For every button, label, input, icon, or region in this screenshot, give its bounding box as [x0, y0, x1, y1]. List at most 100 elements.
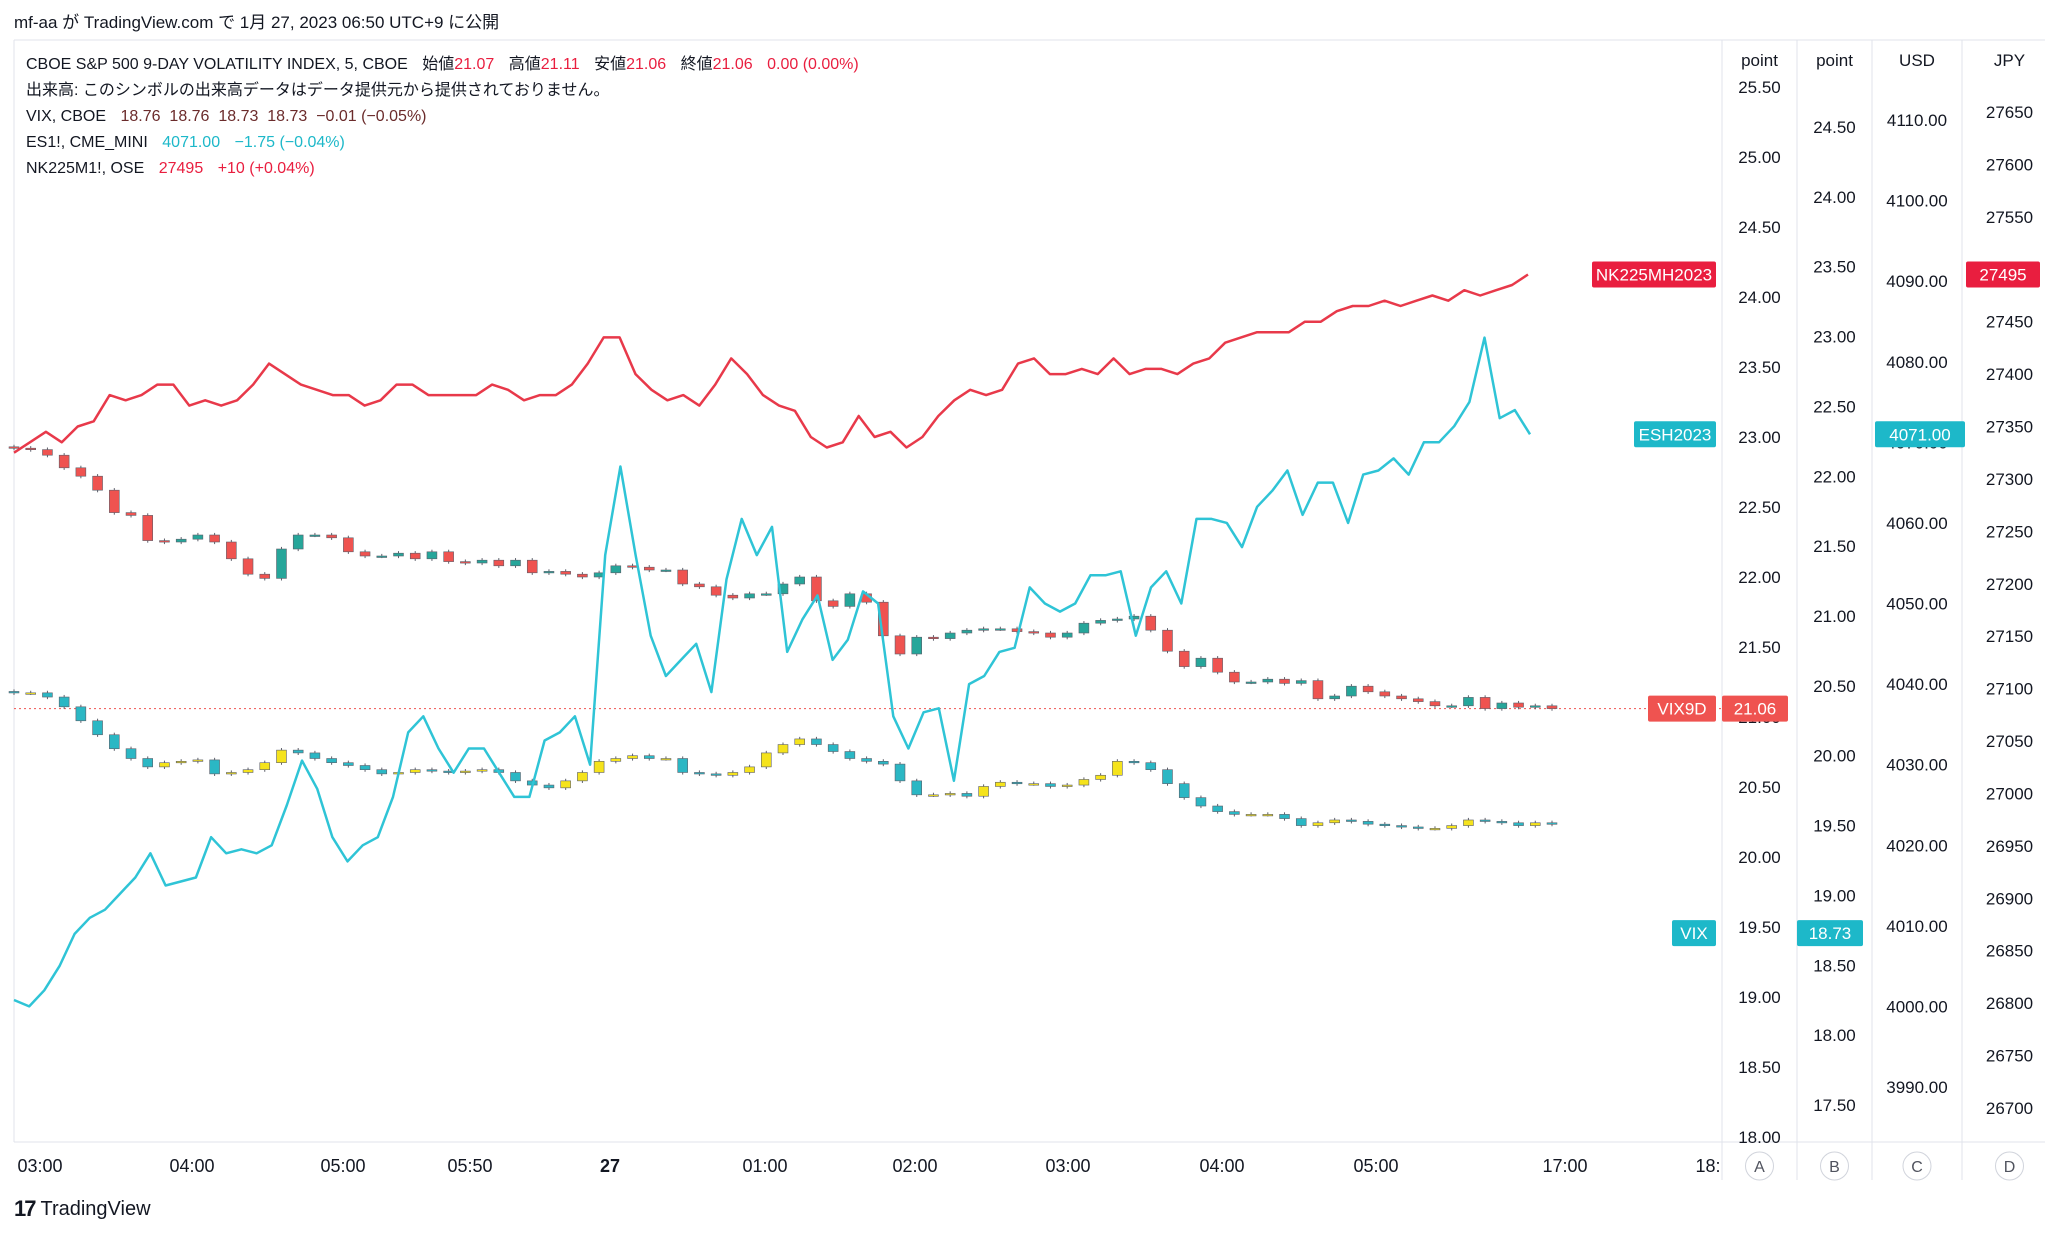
- legend-row-vix[interactable]: VIX, CBOE 18.76 18.76 18.73 18.73 −0.01 …: [26, 104, 859, 130]
- vix-price-tag: 18.73: [1809, 924, 1852, 943]
- legend-row-es[interactable]: ES1!, CME_MINI 4071.00 −1.75 (−0.04%): [26, 130, 859, 156]
- vix-candle: [309, 752, 321, 759]
- vix9d-candle: [1045, 632, 1056, 638]
- vix-candle: [777, 744, 789, 754]
- time-tick-label: 03:00: [1045, 1156, 1090, 1176]
- axis-tick-label: 18.50: [1813, 956, 1856, 975]
- vix9d-candle: [610, 565, 622, 574]
- tradingview-branding[interactable]: 17 TradingView: [14, 1196, 151, 1222]
- vix-candle: [1412, 826, 1424, 829]
- vix-candle: [1346, 819, 1357, 822]
- axis-tick-label: 26700: [1986, 1099, 2033, 1118]
- axis-tick-label: 18.00: [1738, 1128, 1781, 1147]
- axis-tick-label: 21.50: [1813, 537, 1856, 556]
- legend-close-label: 終値: [680, 56, 713, 73]
- axis-tick-label: 27650: [1986, 103, 2033, 122]
- vix9d-candle: [175, 538, 187, 543]
- vix-candle: [8, 691, 20, 694]
- axis-tick-label: 18.50: [1738, 1058, 1781, 1077]
- axis-tick-label: 27200: [1986, 575, 2033, 594]
- vix-candle: [577, 772, 588, 782]
- vix-candle: [1195, 797, 1207, 807]
- axis-tick-label: 4050.00: [1886, 595, 1947, 614]
- vix9d-candle: [627, 565, 638, 568]
- chart-frame: [13, 39, 2045, 1180]
- vix9d-candle: [1312, 680, 1324, 700]
- axis-tick-label: 20.50: [1738, 778, 1781, 797]
- axis-tick-label: 26850: [1986, 942, 2033, 961]
- vix9d-candle: [409, 552, 421, 560]
- vix9d-candle: [928, 636, 939, 640]
- time-tick-label: 04:00: [1199, 1156, 1244, 1176]
- vix9d-candle: [1011, 628, 1023, 632]
- legend-row-nk[interactable]: NK225M1!, OSE 27495 +10 (+0.04%): [26, 156, 859, 182]
- legend-change-value: 0.00 (0.00%): [767, 56, 859, 73]
- vix-candle: [1479, 819, 1491, 822]
- vix-series-tag-bg: [1672, 920, 1716, 947]
- axis-tick-label: 27100: [1986, 680, 2033, 699]
- axis-tick-label: 20.00: [1738, 848, 1781, 867]
- axis-tick-label: 3990.00: [1886, 1078, 1947, 1097]
- vix-candle: [92, 720, 103, 736]
- vix9d-candle: [8, 446, 20, 449]
- vix9d-candle: [727, 594, 739, 599]
- vix9d-candle: [292, 534, 304, 550]
- vix9d-candle: [1412, 698, 1424, 702]
- vix-candle: [894, 763, 906, 782]
- vix9d-price-tag: 21.06: [1734, 700, 1777, 719]
- vix-candle: [710, 773, 722, 776]
- axis-tick-label: 25.00: [1738, 148, 1781, 167]
- vix9d-candle: [1262, 678, 1274, 683]
- vix9d-candle: [460, 561, 471, 564]
- vix9d-candle: [1513, 702, 1524, 708]
- vix9d-candle: [744, 593, 755, 599]
- vix9d-candle: [242, 558, 254, 575]
- vix9d-candle: [827, 600, 839, 607]
- vix-candle: [1212, 805, 1223, 812]
- axis-tick-label: 22.00: [1813, 467, 1856, 486]
- vix-candle: [326, 758, 337, 763]
- axis-tick-label: 27600: [1986, 155, 2033, 174]
- vix-candle: [844, 751, 856, 759]
- vix-price-tag-bg: [1797, 920, 1863, 947]
- vix-candle: [125, 748, 137, 759]
- vix-candle: [292, 749, 304, 754]
- time-axis[interactable]: 03:00 04:00 05:00 05:50 27 01:00 02:00 03:00 04:…: [17, 1156, 1720, 1176]
- vix-candle: [1045, 783, 1056, 787]
- vix-candle: [643, 755, 655, 759]
- vix-candle: [961, 793, 973, 797]
- vix-candle: [159, 762, 170, 768]
- axis-tick-label: 25.50: [1738, 78, 1781, 97]
- vix9d-candle: [1229, 671, 1240, 683]
- vix-candle: [1229, 811, 1240, 815]
- axis-tick-label: 26900: [1986, 889, 2033, 908]
- vix9d-candle: [1429, 701, 1441, 707]
- axis-id-label: C: [1911, 1159, 1923, 1176]
- vix-candle: [1028, 783, 1040, 786]
- axis-tick-label: 24.00: [1813, 188, 1856, 207]
- vix-candle: [1446, 825, 1457, 829]
- vix9d-candle: [844, 593, 856, 607]
- legend-row-vix9d[interactable]: CBOE S&P 500 9-DAY VOLATILITY INDEX, 5, …: [26, 52, 859, 78]
- legend-vix-values: 18.76 18.76 18.73 18.73 −0.01 (−0.05%): [120, 108, 427, 125]
- vix9d-candle: [660, 569, 672, 572]
- vix-candle: [794, 738, 805, 745]
- vix-candle: [593, 761, 605, 773]
- axis-id-label: A: [1754, 1159, 1765, 1176]
- vix9d-candle: [1279, 678, 1290, 684]
- es-price-tag-bg: [1875, 421, 1965, 448]
- vix-candle: [610, 758, 622, 762]
- axis-button: [1902, 1151, 1932, 1181]
- legend-vix-name: VIX, CBOE: [26, 108, 107, 125]
- axis-tick-label: 27550: [1986, 208, 2033, 227]
- vix9d-candle: [58, 454, 70, 469]
- vix-candle: [1162, 769, 1173, 784]
- vix9d-candle: [92, 475, 103, 491]
- chart-canvas[interactable]: 03:00 04:00 05:00 05:50 27 01:00 02:00 03:00 04:…: [0, 0, 2057, 1190]
- es-series-tag: ESH2023: [1639, 425, 1712, 444]
- price-axes[interactable]: point 25.50 25.00 24.50 24.00 23.50 23.00 22.50…: [1738, 51, 2033, 1181]
- axis-button: [1820, 1151, 1849, 1181]
- vix-candle: [259, 762, 271, 770]
- vix9d-candle: [1112, 618, 1123, 621]
- legend-open-value: 21.07: [454, 56, 495, 73]
